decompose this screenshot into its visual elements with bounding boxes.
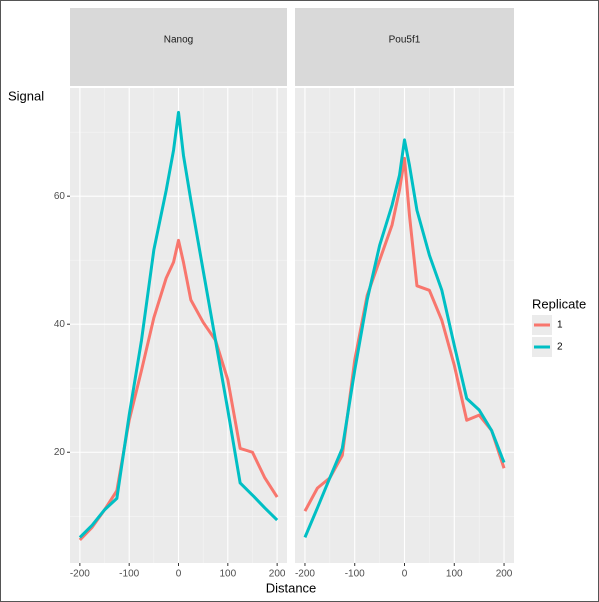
legend-label: 1 <box>557 320 563 331</box>
strip <box>295 8 514 86</box>
x-tick-label: 100 <box>219 569 236 580</box>
series-line <box>303 156 506 512</box>
x-tick-label: 0 <box>176 569 182 580</box>
y-axis-label: Signal <box>8 88 44 103</box>
x-tick-label: 100 <box>446 569 463 580</box>
x-tick-label: -200 <box>295 569 315 580</box>
x-tick-label: 0 <box>402 569 408 580</box>
x-tick-label: 200 <box>269 569 286 580</box>
series-line <box>78 110 279 539</box>
x-tick-label: -100 <box>345 569 365 580</box>
legend-label: 2 <box>557 342 563 353</box>
x-tick-label: -100 <box>119 569 139 580</box>
strip-label: Pou5f1 <box>389 35 421 46</box>
y-tick-label: 40 <box>54 319 66 330</box>
x-tick-label: -200 <box>70 569 90 580</box>
strip <box>70 8 287 86</box>
series-line <box>303 138 506 538</box>
y-tick-label: 60 <box>54 191 66 202</box>
y-tick-label: 20 <box>54 447 66 458</box>
legend-title: Replicate <box>532 296 586 311</box>
strip-label: Nanog <box>164 35 193 46</box>
x-axis-label: Distance <box>266 580 317 595</box>
x-tick-label: 200 <box>496 569 513 580</box>
